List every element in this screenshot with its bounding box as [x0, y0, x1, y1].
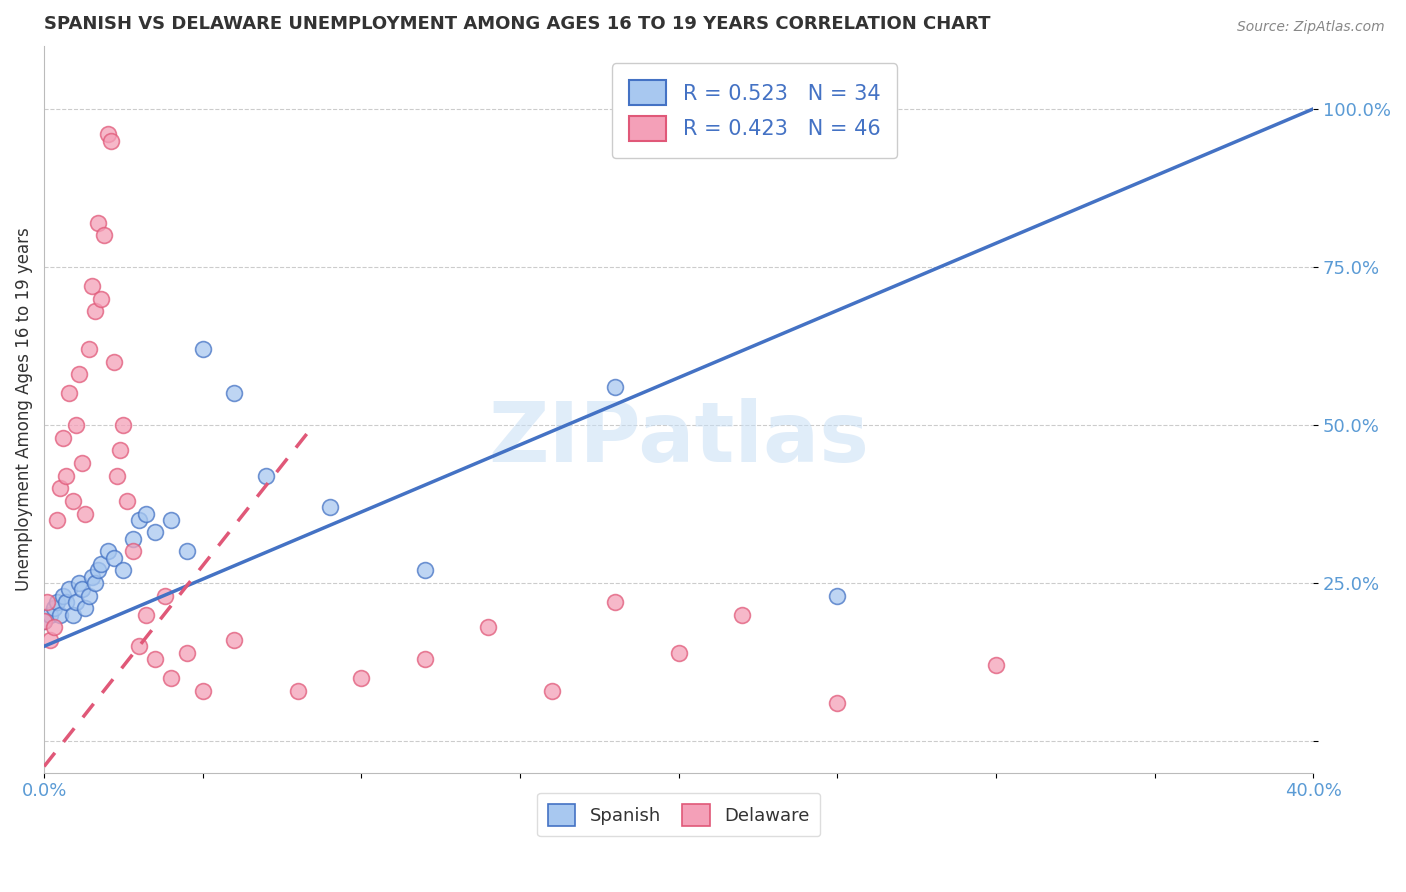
Point	[176, 544, 198, 558]
Point	[67, 368, 90, 382]
Point	[143, 525, 166, 540]
Point	[254, 468, 277, 483]
Point	[160, 671, 183, 685]
Point	[413, 652, 436, 666]
Point	[75, 507, 97, 521]
Point	[135, 507, 157, 521]
Point	[70, 582, 93, 597]
Point	[110, 443, 132, 458]
Point	[77, 589, 100, 603]
Point	[153, 589, 176, 603]
Point	[97, 127, 120, 141]
Point	[115, 494, 138, 508]
Point	[477, 620, 499, 634]
Point	[97, 544, 120, 558]
Point	[350, 671, 373, 685]
Text: ZIPatlas: ZIPatlas	[488, 398, 869, 479]
Point	[83, 304, 105, 318]
Point	[224, 632, 246, 647]
Point	[224, 386, 246, 401]
Point	[39, 607, 62, 622]
Point	[318, 500, 340, 515]
Point	[112, 563, 135, 577]
Text: Source: ZipAtlas.com: Source: ZipAtlas.com	[1237, 20, 1385, 34]
Point	[45, 513, 67, 527]
Point	[128, 513, 150, 527]
Point	[827, 589, 849, 603]
Point	[70, 456, 93, 470]
Point	[731, 607, 754, 622]
Point	[100, 134, 122, 148]
Point	[135, 607, 157, 622]
Point	[67, 576, 90, 591]
Point	[45, 595, 67, 609]
Point	[77, 342, 100, 356]
Point	[58, 582, 80, 597]
Point	[90, 292, 112, 306]
Point	[52, 589, 75, 603]
Point	[191, 683, 214, 698]
Point	[90, 557, 112, 571]
Point	[62, 607, 84, 622]
Point	[65, 595, 87, 609]
Point	[49, 607, 72, 622]
Point	[62, 494, 84, 508]
Point	[160, 513, 183, 527]
Legend: Spanish, Delaware: Spanish, Delaware	[537, 793, 820, 837]
Point	[122, 532, 145, 546]
Point	[93, 228, 115, 243]
Point	[122, 544, 145, 558]
Point	[827, 696, 849, 710]
Point	[191, 342, 214, 356]
Point	[605, 595, 627, 609]
Point	[55, 595, 77, 609]
Point	[112, 417, 135, 432]
Point	[55, 468, 77, 483]
Point	[37, 595, 59, 609]
Point	[32, 614, 55, 628]
Point	[42, 620, 65, 634]
Point	[83, 576, 105, 591]
Point	[42, 601, 65, 615]
Point	[176, 646, 198, 660]
Point	[52, 431, 75, 445]
Point	[80, 279, 103, 293]
Point	[128, 640, 150, 654]
Point	[287, 683, 309, 698]
Point	[668, 646, 690, 660]
Point	[540, 683, 562, 698]
Point	[605, 380, 627, 394]
Y-axis label: Unemployment Among Ages 16 to 19 years: Unemployment Among Ages 16 to 19 years	[15, 227, 32, 591]
Point	[143, 652, 166, 666]
Point	[984, 658, 1007, 673]
Point	[105, 468, 128, 483]
Point	[58, 386, 80, 401]
Point	[39, 632, 62, 647]
Point	[413, 563, 436, 577]
Point	[75, 601, 97, 615]
Point	[103, 355, 125, 369]
Text: SPANISH VS DELAWARE UNEMPLOYMENT AMONG AGES 16 TO 19 YEARS CORRELATION CHART: SPANISH VS DELAWARE UNEMPLOYMENT AMONG A…	[44, 15, 991, 33]
Point	[87, 563, 110, 577]
Point	[103, 550, 125, 565]
Point	[65, 417, 87, 432]
Point	[87, 216, 110, 230]
Point	[49, 481, 72, 495]
Point	[80, 570, 103, 584]
Point	[32, 614, 55, 628]
